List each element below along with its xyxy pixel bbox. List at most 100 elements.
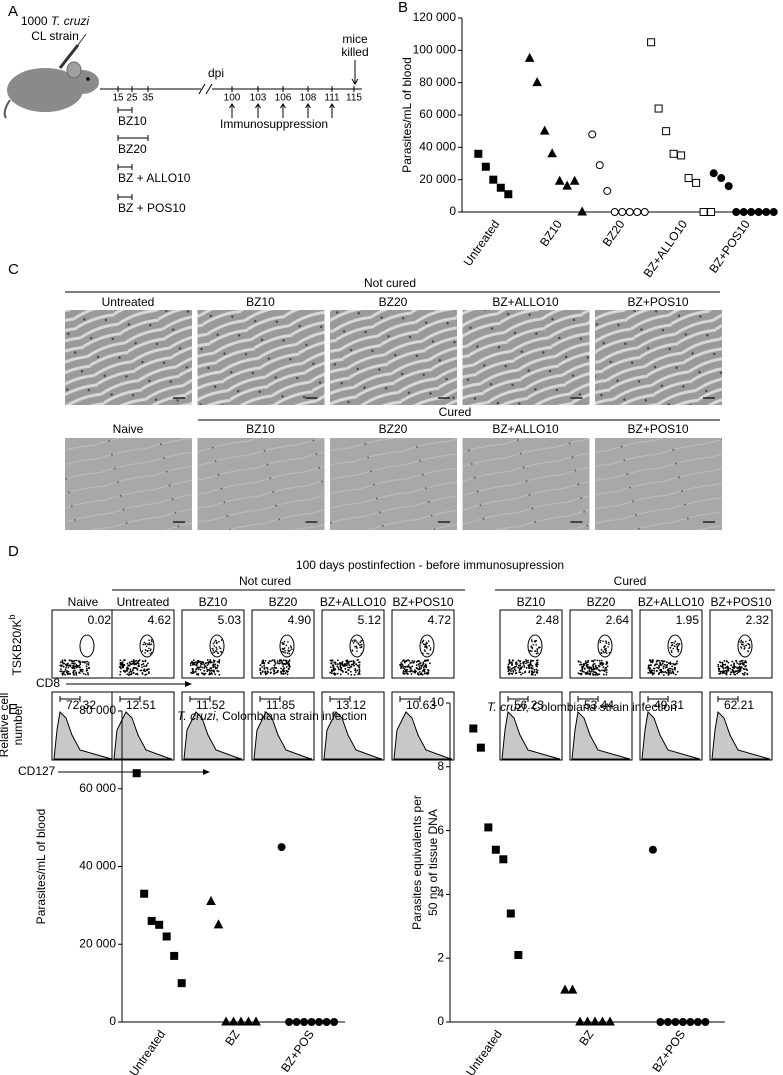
- event: [731, 660, 734, 663]
- data-point: [590, 1016, 600, 1026]
- event: [84, 673, 87, 676]
- event: [354, 645, 356, 648]
- event: [81, 670, 84, 673]
- event: [74, 669, 76, 672]
- event: [128, 664, 130, 667]
- event: [588, 669, 591, 672]
- event: [65, 665, 68, 667]
- column-label: BZ10: [246, 295, 275, 309]
- event: [69, 665, 72, 668]
- event: [218, 660, 221, 663]
- event: [507, 670, 510, 673]
- histogram: [571, 710, 631, 760]
- event: [414, 670, 417, 673]
- event: [137, 662, 140, 665]
- data-point: [481, 162, 490, 171]
- event: [198, 666, 201, 669]
- event: [351, 650, 354, 652]
- event: [87, 663, 90, 666]
- event: [341, 660, 344, 663]
- event: [414, 669, 416, 671]
- event: [675, 662, 678, 665]
- event: [352, 663, 355, 666]
- event: [649, 660, 652, 663]
- event: [194, 661, 196, 664]
- event: [220, 647, 222, 650]
- event: [577, 660, 580, 662]
- event: [604, 648, 607, 650]
- data-point: [228, 1016, 239, 1026]
- event: [410, 669, 413, 672]
- event: [732, 666, 735, 669]
- event: [585, 663, 588, 666]
- x-tick-label: BZ20: [600, 217, 628, 249]
- data-point: [155, 920, 164, 929]
- event: [536, 669, 539, 672]
- event: [72, 667, 75, 670]
- event: [414, 672, 416, 674]
- data-point: [709, 169, 718, 178]
- data-point: [701, 1018, 710, 1026]
- event: [739, 667, 742, 670]
- event: [607, 645, 609, 648]
- event: [669, 671, 671, 674]
- event: [282, 670, 285, 673]
- tetramer-percent: 2.48: [536, 613, 560, 627]
- event: [358, 670, 361, 673]
- event: [270, 671, 272, 674]
- micrograph: [462, 438, 590, 530]
- event: [656, 669, 658, 672]
- event: [600, 651, 602, 654]
- event: [209, 669, 212, 672]
- event: [337, 666, 340, 669]
- event: [518, 671, 521, 674]
- panel-label: E: [8, 701, 18, 718]
- event: [81, 661, 84, 663]
- event: [650, 664, 652, 667]
- event: [525, 662, 527, 665]
- event: [602, 650, 604, 653]
- x-tick-label: BZ+POS10: [706, 217, 753, 275]
- event: [724, 666, 727, 669]
- event: [357, 673, 359, 676]
- event: [287, 664, 290, 666]
- event: [123, 659, 125, 662]
- event: [61, 661, 64, 664]
- x-tick-label: BZ10: [537, 217, 565, 249]
- x-axis-label: CD8: [36, 676, 60, 690]
- histogram: [53, 710, 113, 760]
- event: [119, 661, 122, 664]
- event: [214, 673, 217, 676]
- event: [659, 669, 661, 671]
- event: [285, 661, 288, 663]
- event: [216, 652, 219, 654]
- event: [405, 669, 408, 672]
- event: [662, 674, 665, 676]
- event: [282, 672, 285, 675]
- event: [605, 663, 608, 666]
- event: [652, 667, 655, 670]
- event: [141, 672, 144, 674]
- event: [79, 663, 82, 666]
- event: [423, 672, 426, 675]
- chart-title: T. cruzi, Colombiana strain infection: [487, 700, 677, 714]
- event: [215, 642, 218, 645]
- event: [336, 672, 339, 675]
- event: [267, 661, 270, 664]
- data-point: [147, 916, 156, 925]
- event: [418, 667, 421, 669]
- species: T. cruzi: [487, 700, 526, 714]
- event: [288, 652, 291, 655]
- event: [197, 661, 200, 664]
- event: [209, 667, 212, 670]
- event: [132, 667, 135, 670]
- event: [530, 639, 533, 641]
- event: [656, 666, 658, 669]
- event: [600, 659, 603, 662]
- inoculum-text: 1000 T. cruzi: [21, 14, 90, 28]
- timeline: [100, 60, 362, 95]
- event: [733, 662, 735, 665]
- event: [721, 661, 724, 664]
- event: [346, 659, 349, 662]
- event: [676, 670, 679, 673]
